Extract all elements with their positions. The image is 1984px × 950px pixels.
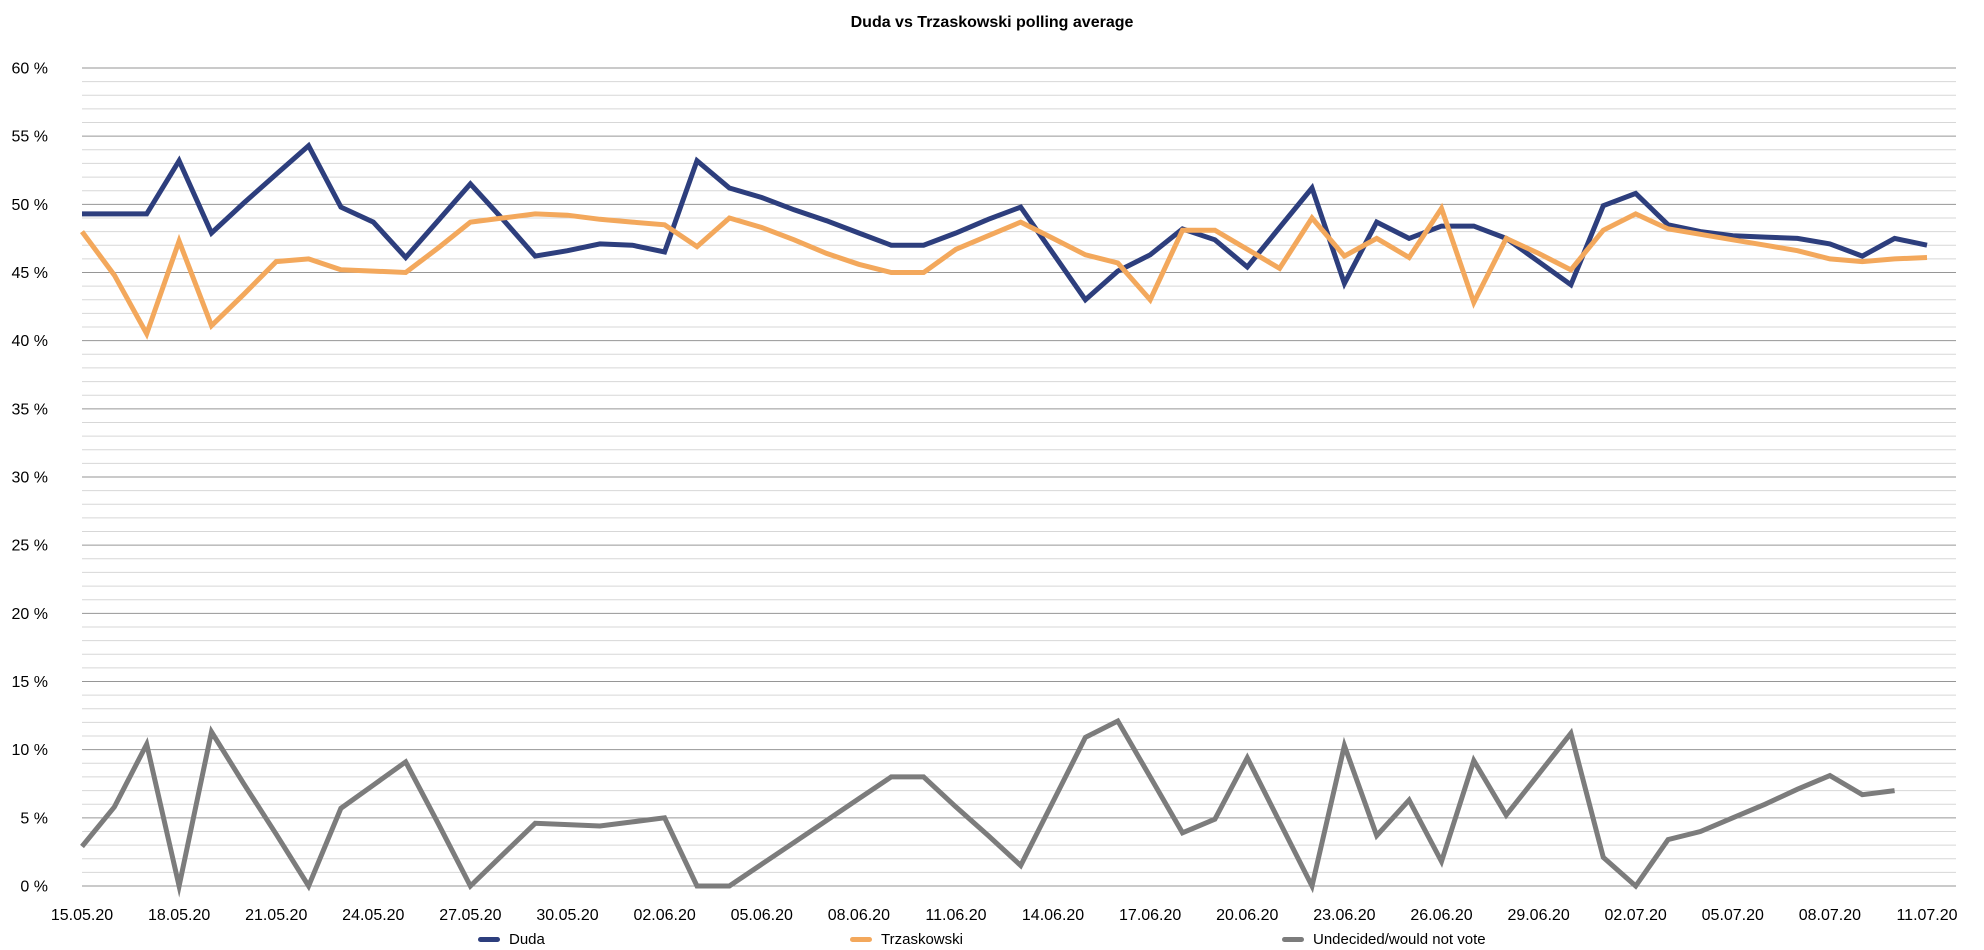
y-axis-tick-label: 35 % bbox=[12, 401, 48, 418]
legend-label: Undecided/would not vote bbox=[1313, 930, 1486, 948]
x-axis-tick-label: 02.07.20 bbox=[1605, 907, 1667, 924]
legend-item-undecided-would-not-vote: Undecided/would not vote bbox=[1282, 929, 1486, 949]
x-axis-tick-label: 24.05.20 bbox=[342, 907, 404, 924]
x-axis-tick-label: 17.06.20 bbox=[1119, 907, 1181, 924]
legend-dash-icon bbox=[1282, 936, 1304, 942]
legend-dash-icon bbox=[850, 936, 872, 942]
legend-label: Duda bbox=[509, 930, 545, 948]
y-axis-tick-label: 55 % bbox=[12, 129, 48, 146]
x-axis-tick-label: 11.06.20 bbox=[925, 907, 986, 924]
x-axis-tick-label: 15.05.20 bbox=[51, 907, 113, 924]
y-axis-tick-label: 10 % bbox=[12, 742, 48, 759]
x-axis-tick-label: 14.06.20 bbox=[1022, 907, 1084, 924]
x-axis-tick-label: 27.05.20 bbox=[439, 907, 501, 924]
legend-item-trzaskowski: Trzaskowski bbox=[850, 929, 963, 949]
series-line-trzaskowski bbox=[79, 202, 1928, 340]
y-axis-tick-label: 60 % bbox=[12, 61, 48, 78]
legend-item-duda: Duda bbox=[478, 929, 545, 949]
y-axis-tick-label: 40 % bbox=[12, 333, 48, 350]
y-axis-tick-label: 20 % bbox=[12, 606, 48, 623]
x-axis-tick-label: 08.06.20 bbox=[828, 907, 890, 924]
x-axis-tick-label: 26.06.20 bbox=[1410, 907, 1472, 924]
y-axis-tick-label: 30 % bbox=[12, 470, 48, 487]
x-axis-tick-label: 11.07.20 bbox=[1896, 907, 1957, 924]
x-axis-tick-label: 21.05.20 bbox=[245, 907, 307, 924]
x-axis-tick-label: 08.07.20 bbox=[1799, 907, 1861, 924]
y-axis-tick-label: 5 % bbox=[20, 810, 48, 827]
x-axis-tick-label: 18.05.20 bbox=[148, 907, 210, 924]
y-axis-tick-label: 15 % bbox=[12, 674, 48, 691]
x-axis-tick-label: 29.06.20 bbox=[1507, 907, 1569, 924]
chart-title: Duda vs Trzaskowski polling average bbox=[850, 14, 1134, 31]
y-axis-tick-label: 45 % bbox=[12, 265, 48, 282]
x-axis-tick-label: 05.06.20 bbox=[731, 907, 793, 924]
x-axis-tick-label: 30.05.20 bbox=[536, 907, 598, 924]
y-axis-tick-label: 0 % bbox=[20, 879, 48, 896]
x-axis-tick-label: 02.06.20 bbox=[633, 907, 695, 924]
legend-dash-icon bbox=[478, 936, 500, 942]
chart-legend: Duda Trzaskowski Undecided/would not vote bbox=[0, 929, 1984, 949]
y-axis-tick-label: 25 % bbox=[12, 538, 48, 555]
x-axis-tick-label: 23.06.20 bbox=[1313, 907, 1375, 924]
series-line-undecided-would-not-vote bbox=[80, 717, 1895, 898]
series-line-duda bbox=[82, 141, 1928, 304]
legend-label: Trzaskowski bbox=[881, 930, 963, 948]
x-axis-tick-label: 20.06.20 bbox=[1216, 907, 1278, 924]
y-axis-tick-label: 50 % bbox=[12, 197, 48, 214]
x-axis-tick-label: 05.07.20 bbox=[1702, 907, 1764, 924]
